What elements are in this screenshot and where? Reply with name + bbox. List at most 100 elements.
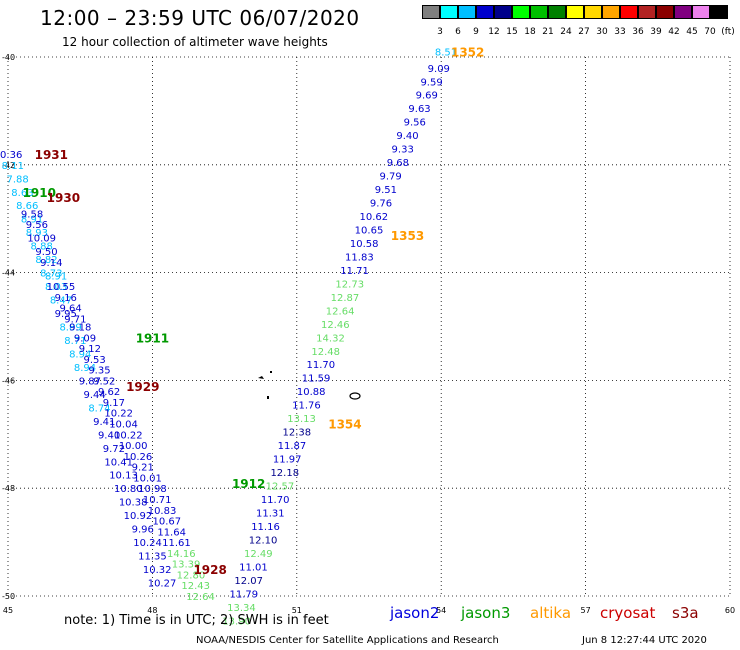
swh-point-altika: 11.87: [278, 441, 307, 452]
swh-point-jason3: 9.72: [103, 444, 125, 455]
colorbar-label: 18: [524, 27, 536, 37]
swh-point-altika: 11.59: [302, 374, 331, 385]
colorbar-swatch: [656, 5, 674, 19]
track-time-s3a: 1930: [47, 191, 80, 205]
x-tick-label: 54: [436, 606, 446, 615]
swh-point-altika: 11.76: [292, 401, 321, 412]
y-tick-label: -50: [2, 592, 15, 601]
swh-point-s3a: 8.91: [45, 271, 67, 282]
swh-point-jason3: 8.94: [74, 363, 96, 374]
track-time-altika: 1353: [391, 229, 424, 243]
swh-point-altika: 12.38: [282, 428, 311, 439]
swh-point-jason3: 9.44: [84, 390, 106, 401]
colorbar-swatch: [620, 5, 638, 19]
page-title: 12:00 – 23:59 UTC 06/07/2020: [40, 6, 360, 30]
swh-point-jason3: 9.96: [132, 525, 154, 536]
track-time-jason3: 1912: [232, 477, 265, 491]
legend-jason2: jason2: [390, 604, 440, 622]
x-tick-label: 48: [147, 606, 157, 615]
swh-point-jason3: 8.11: [2, 161, 24, 172]
swh-point-jason3: 10.27: [148, 579, 177, 590]
track-time-altika: 1354: [328, 418, 361, 432]
colorbar-swatch: [566, 5, 584, 19]
swh-point-altika: 13.34: [227, 603, 256, 614]
colorbar-label: 12: [488, 27, 500, 37]
swh-point-s3a: 14.16: [167, 549, 196, 560]
swh-point-s3a: 12.64: [186, 592, 215, 603]
grid-lines: [7, 56, 731, 597]
swh-point-s3a: 9.71: [64, 314, 86, 325]
swh-point-s3a: 9.53: [84, 355, 106, 366]
swh-point-jason3: 8.74: [88, 403, 110, 414]
swh-point-s3a: 9.17: [103, 398, 125, 409]
swh-point-jason3: 8.66: [16, 201, 38, 212]
swh-point-jason3: 9.95: [55, 309, 77, 320]
swh-point-s3a: 10.55: [47, 282, 76, 293]
swh-point-altika: 12.46: [321, 320, 350, 331]
y-tick-label: -46: [2, 376, 15, 385]
swh-point-altika: 10.65: [355, 225, 384, 236]
swh-point-altika: 12.87: [331, 293, 360, 304]
swh-point-s3a: 10.36: [0, 150, 22, 161]
swh-point-altika: 12.10: [249, 535, 278, 546]
swh-point-s3a: 10.00: [119, 441, 148, 452]
swh-point-s3a: 10.26: [124, 452, 153, 463]
colorbar-swatch: [476, 5, 494, 19]
swh-point-jason3: 10.13: [109, 471, 138, 482]
legend-cryosat: cryosat: [600, 604, 656, 622]
swh-point-s3a: 9.56: [26, 220, 48, 231]
colorbar-label: 42: [668, 27, 680, 37]
swh-point-jason3: 8.89: [59, 323, 81, 334]
swh-point-altika: 11.01: [239, 562, 268, 573]
swh-point-s3a: 10.04: [109, 420, 138, 431]
track-time-s3a: 1929: [126, 380, 159, 394]
swh-point-s3a: 9.18: [69, 323, 91, 334]
swh-point-s3a: 9.52: [93, 376, 115, 387]
colorbar-label: 45: [686, 27, 698, 37]
legend-altika: altika: [530, 604, 572, 622]
colorbar-swatch: [440, 5, 458, 19]
swh-point-jason3: 8.88: [31, 242, 53, 253]
colorbar-swatch: [674, 5, 692, 19]
track-time-jason3: 1911: [136, 331, 169, 345]
swh-point-altika: 9.63: [408, 104, 430, 115]
swh-point-altika: 10.62: [359, 212, 388, 223]
swh-point-altika: 9.68: [387, 158, 409, 169]
swh-point-jason3: 9.87: [79, 376, 101, 387]
legend-s3a: s3a: [672, 604, 699, 622]
swh-point-altika: 9.59: [420, 77, 442, 88]
swh-point-jason3: 10.32: [143, 565, 172, 576]
coastline-islands: [258, 371, 361, 400]
swh-point-s3a: 12.43: [181, 581, 210, 592]
colorbar-label: 24: [560, 27, 572, 37]
swh-point-s3a: 10.71: [143, 495, 172, 506]
swh-point-s3a: 9.16: [55, 293, 77, 304]
footnote: note: 1) Time is in UTC; 2) SWH is in fe…: [64, 613, 329, 628]
swh-labels: 8.51 9.09 9.59 9.69 9.63 9.56 9.40 9.33 9.68 9.79…: [0, 48, 457, 628]
swh-point-s3a: 9.35: [88, 366, 110, 377]
colorbar-swatch: [584, 5, 602, 19]
track-time-altika: 1352: [451, 46, 484, 60]
y-tick-label: -44: [2, 269, 15, 278]
swh-point-altika: 9.40: [396, 131, 418, 142]
swh-point-altika: 12.48: [311, 347, 340, 358]
swh-point-altika: 11.97: [273, 455, 302, 466]
swh-point-s3a: 10.83: [148, 506, 177, 517]
swh-point-jason3: 11.35: [138, 552, 167, 563]
colorbar-swatch: [692, 5, 710, 19]
colorbar-swatch: [548, 5, 566, 19]
colorbar-label: 36: [632, 27, 644, 37]
track-time-labels: 1352 1353 1354 1910 1911 1912 1931 1930 1929 1928: [23, 46, 485, 577]
swh-point-altika: 9.79: [380, 172, 402, 183]
swh-point-jason3: 8.47: [50, 296, 72, 307]
swh-point-altika: 9.33: [392, 145, 414, 156]
swh-point-jason3: 10.41: [104, 457, 133, 468]
x-tick-label: 60: [725, 606, 735, 615]
swh-point-s3a: 9.12: [79, 344, 101, 355]
colorbar-swatch: [530, 5, 548, 19]
swh-point-altika: 10.88: [297, 387, 326, 398]
y-tick-label: -42: [2, 161, 15, 170]
swh-point-s3a: 9.58: [21, 209, 43, 220]
swh-point-jason3: 9.40: [98, 430, 120, 441]
